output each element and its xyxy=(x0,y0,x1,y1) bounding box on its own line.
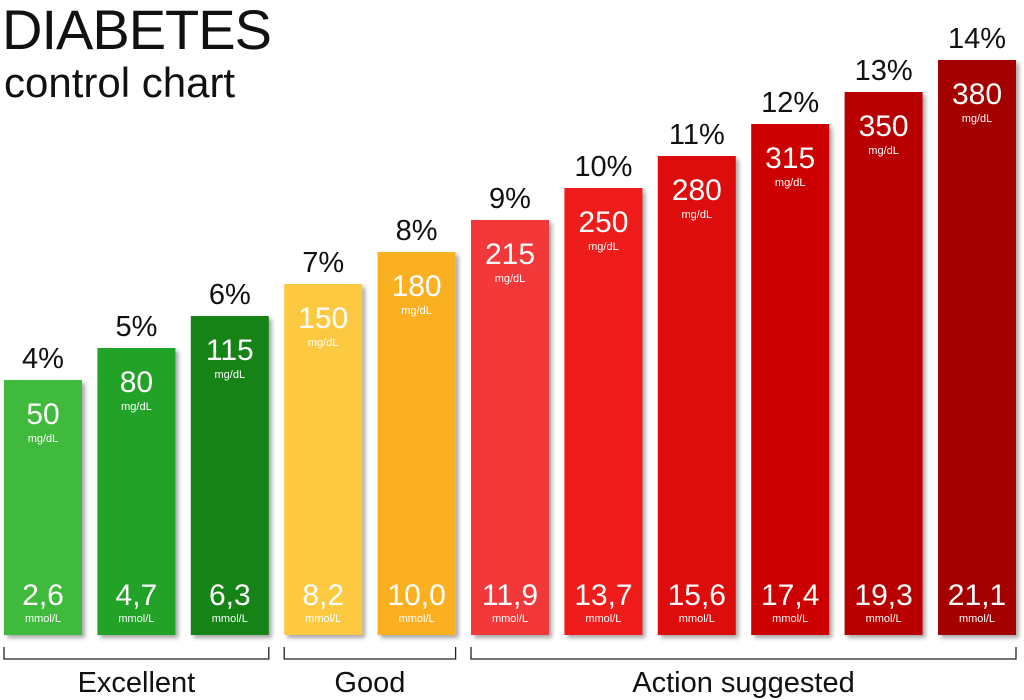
group-label: Good xyxy=(334,667,405,699)
mmol-unit: mmol/L xyxy=(212,613,248,625)
mg-dl-value: 350 xyxy=(859,110,909,143)
mg-dl-value: 180 xyxy=(392,270,442,303)
a1c-label: 5% xyxy=(115,311,157,343)
a1c-label: 13% xyxy=(855,55,913,87)
mmol-value: 10,0 xyxy=(387,579,445,612)
mg-dl-unit: mg/dL xyxy=(868,145,899,157)
mmol-unit: mmol/L xyxy=(585,613,621,625)
mmol-unit: mmol/L xyxy=(118,613,154,625)
group-label: Action suggested xyxy=(632,667,854,699)
mmol-unit: mmol/L xyxy=(959,613,995,625)
mg-dl-unit: mg/dL xyxy=(962,113,993,125)
chart-subtitle: control chart xyxy=(4,59,236,106)
mmol-value: 21,1 xyxy=(948,579,1006,612)
a1c-label: 6% xyxy=(209,279,251,311)
a1c-label: 10% xyxy=(574,151,632,183)
group-label: Excellent xyxy=(78,667,196,699)
mmol-unit: mmol/L xyxy=(772,613,808,625)
mg-dl-value: 115 xyxy=(206,334,254,367)
mg-dl-unit: mg/dL xyxy=(495,273,526,285)
mmol-unit: mmol/L xyxy=(866,613,902,625)
mg-dl-value: 215 xyxy=(485,238,535,271)
mmol-value: 13,7 xyxy=(574,579,632,612)
a1c-label: 14% xyxy=(948,23,1006,55)
bar-4 xyxy=(377,252,456,635)
bar-6 xyxy=(564,188,643,635)
mg-dl-unit: mg/dL xyxy=(682,209,713,221)
mg-dl-value: 150 xyxy=(298,302,348,335)
mg-dl-value: 380 xyxy=(952,78,1002,111)
mmol-value: 2,6 xyxy=(22,579,64,612)
mg-dl-unit: mg/dL xyxy=(308,337,339,349)
a1c-label: 11% xyxy=(669,119,725,151)
mg-dl-value: 80 xyxy=(120,366,153,399)
bar-10 xyxy=(938,60,1016,635)
mmol-value: 17,4 xyxy=(761,579,819,612)
mg-dl-value: 250 xyxy=(578,206,628,239)
bar-5 xyxy=(471,220,549,635)
mg-dl-unit: mg/dL xyxy=(215,369,246,381)
mg-dl-unit: mg/dL xyxy=(401,305,432,317)
a1c-label: 7% xyxy=(302,247,344,279)
mg-dl-unit: mg/dL xyxy=(775,177,806,189)
mmol-value: 11,9 xyxy=(482,579,538,612)
mg-dl-value: 315 xyxy=(765,142,815,175)
mg-dl-unit: mg/dL xyxy=(28,433,59,445)
a1c-label: 4% xyxy=(22,343,64,375)
mg-dl-value: 280 xyxy=(672,174,722,207)
a1c-label: 12% xyxy=(761,87,819,119)
bar-9 xyxy=(844,92,923,635)
bar-0 xyxy=(4,380,82,635)
mg-dl-unit: mg/dL xyxy=(588,241,619,253)
bar-8 xyxy=(751,124,830,635)
mmol-unit: mmol/L xyxy=(305,613,341,625)
group-bracket xyxy=(283,647,457,660)
group-bracket xyxy=(470,647,1017,660)
mmol-value: 8,2 xyxy=(302,579,344,612)
mmol-value: 6,3 xyxy=(209,579,251,612)
mmol-value: 4,7 xyxy=(116,579,158,612)
a1c-label: 8% xyxy=(396,215,438,247)
mmol-unit: mmol/L xyxy=(492,613,528,625)
mmol-unit: mmol/L xyxy=(25,613,61,625)
mmol-value: 19,3 xyxy=(854,579,912,612)
bar-2 xyxy=(190,316,269,635)
a1c-label: 9% xyxy=(489,183,531,215)
group-bracket xyxy=(3,647,270,660)
mmol-value: 15,6 xyxy=(668,579,726,612)
mmol-unit: mmol/L xyxy=(399,613,435,625)
bar-1 xyxy=(97,348,176,635)
bar-7 xyxy=(657,156,736,635)
bar-3 xyxy=(284,284,363,635)
mmol-unit: mmol/L xyxy=(679,613,715,625)
chart-title: DIABETES xyxy=(2,0,272,61)
mg-dl-unit: mg/dL xyxy=(121,401,152,413)
mg-dl-value: 50 xyxy=(26,398,59,431)
